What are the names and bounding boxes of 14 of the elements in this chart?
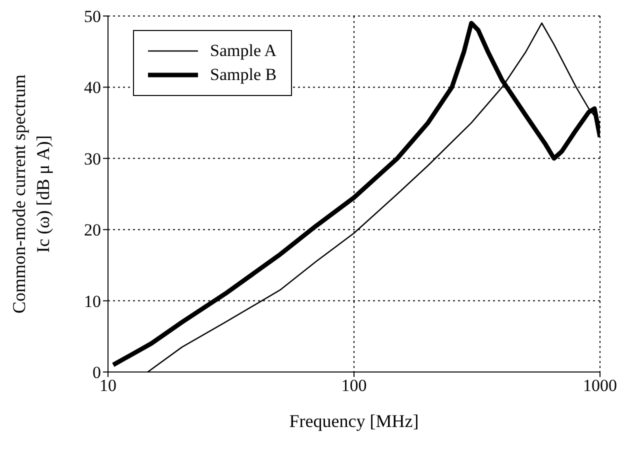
text: Common-mode current spectrum <box>9 74 29 314</box>
y-tick-label: 50 <box>84 7 101 26</box>
y-tick-label: 10 <box>84 292 101 311</box>
y-tick-label: 30 <box>84 149 101 168</box>
x-tick-label: 100 <box>341 376 367 396</box>
y-tick-label: 20 <box>84 220 101 240</box>
x-tick-label: 10 <box>100 376 116 396</box>
legend-label: Sample A <box>210 41 277 61</box>
x-axis-title: Frequency [MHz] <box>289 411 419 431</box>
x-tick-label: 1000 <box>583 376 617 396</box>
legend-label: Sample B <box>210 65 277 85</box>
y-tick-label: 40 <box>84 78 101 98</box>
text: Ic (ω) [dB μ A)] <box>33 135 53 253</box>
y-tick-label: 0 <box>92 363 101 382</box>
